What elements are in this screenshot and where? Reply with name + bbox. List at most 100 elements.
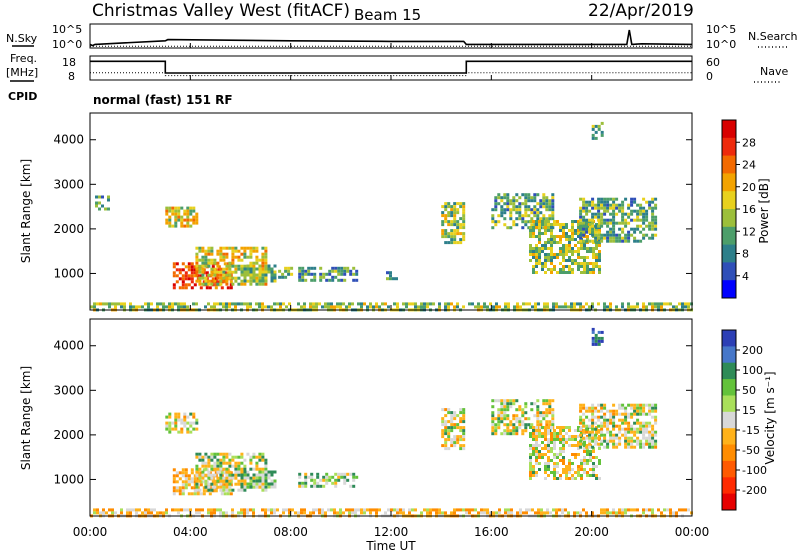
power-cell bbox=[216, 264, 220, 268]
power-cell bbox=[181, 286, 185, 290]
velocity-cell bbox=[189, 424, 193, 428]
velocity-cell bbox=[579, 433, 583, 437]
power-cell bbox=[553, 238, 556, 241]
power-cell bbox=[111, 302, 114, 306]
power-cell bbox=[95, 195, 98, 199]
velocity-cell bbox=[509, 402, 513, 406]
power-cell bbox=[363, 302, 366, 306]
power-cell bbox=[210, 258, 214, 262]
velocity-cell bbox=[553, 447, 556, 450]
power-cell bbox=[334, 275, 338, 279]
power-cell bbox=[603, 302, 606, 306]
velocity-cell bbox=[544, 465, 547, 468]
velocity-cell bbox=[228, 485, 232, 489]
velocity-cell bbox=[633, 430, 637, 434]
velocity-cell bbox=[591, 406, 595, 410]
velocity-cell bbox=[530, 402, 534, 406]
velocity-cell bbox=[108, 508, 111, 512]
velocity-cell bbox=[252, 482, 256, 486]
velocity-cell bbox=[288, 511, 291, 515]
velocity-cell bbox=[654, 406, 658, 410]
power-cell bbox=[594, 130, 598, 134]
velocity-cell bbox=[252, 473, 256, 477]
power-cell bbox=[309, 302, 312, 306]
power-cell bbox=[518, 211, 522, 215]
velocity-cell bbox=[627, 445, 631, 449]
velocity-cell bbox=[319, 484, 323, 488]
power-cell bbox=[567, 305, 570, 309]
power-cell bbox=[583, 262, 586, 265]
power-cell bbox=[222, 258, 226, 262]
power-cell bbox=[582, 239, 586, 243]
power-cell bbox=[645, 200, 649, 204]
power-cell bbox=[228, 276, 232, 280]
velocity-cell bbox=[595, 456, 598, 459]
velocity-cell bbox=[535, 432, 538, 435]
velocity-cell bbox=[207, 476, 211, 480]
power-cell bbox=[208, 286, 212, 290]
power-cell bbox=[228, 267, 232, 271]
power-cell bbox=[205, 271, 209, 275]
power-cell bbox=[355, 272, 359, 276]
velocity-cell bbox=[580, 477, 583, 480]
velocity-cell bbox=[541, 432, 544, 435]
velocity-cell bbox=[316, 472, 320, 476]
power-cell bbox=[521, 217, 525, 221]
power-cell bbox=[504, 305, 507, 309]
velocity-cell bbox=[546, 508, 549, 512]
velocity-cell bbox=[453, 441, 457, 445]
velocity-cell bbox=[532, 465, 535, 468]
power-cell bbox=[246, 270, 250, 274]
velocity-cell bbox=[453, 444, 457, 448]
velocity-cell bbox=[178, 486, 182, 490]
velocity-cell bbox=[633, 508, 636, 512]
power-cell bbox=[551, 196, 555, 200]
power-cell bbox=[639, 239, 643, 243]
power-cell bbox=[198, 276, 202, 280]
velocity-cell bbox=[216, 467, 220, 471]
power-cell bbox=[216, 261, 220, 265]
velocity-cell bbox=[240, 455, 244, 459]
power-cell bbox=[195, 279, 199, 283]
velocity-cell bbox=[447, 447, 451, 451]
velocity-cell bbox=[556, 477, 559, 480]
velocity-cell bbox=[195, 467, 199, 471]
velocity-cell bbox=[582, 436, 586, 440]
power-cell bbox=[261, 255, 265, 259]
velocity-cell bbox=[258, 485, 262, 489]
power-cell bbox=[228, 246, 232, 250]
power-cell bbox=[681, 302, 684, 306]
velocity-cell bbox=[491, 414, 495, 418]
velocity-cell bbox=[606, 424, 610, 428]
velocity-cell bbox=[243, 488, 247, 492]
velocity-cell bbox=[529, 474, 532, 477]
power-cell bbox=[633, 200, 637, 204]
power-cell bbox=[532, 232, 535, 235]
power-cell bbox=[642, 305, 645, 309]
power-cell bbox=[495, 305, 498, 309]
velocity-cell bbox=[585, 511, 588, 515]
velocity-cell bbox=[556, 471, 559, 474]
power-region-2 bbox=[195, 246, 268, 286]
power-cell bbox=[147, 302, 150, 306]
velocity-cell bbox=[506, 408, 510, 412]
velocity-cell bbox=[450, 438, 454, 442]
power-cell bbox=[183, 218, 187, 222]
power-cell bbox=[384, 302, 387, 306]
velocity-cell bbox=[237, 488, 241, 492]
velocity-cell bbox=[219, 476, 223, 480]
power-cell bbox=[184, 286, 188, 290]
power-cell bbox=[343, 269, 347, 273]
velocity-cell bbox=[568, 444, 571, 447]
velocity-cell bbox=[328, 478, 332, 482]
velocity-cell bbox=[252, 508, 255, 512]
power-cell bbox=[450, 223, 454, 227]
power-cell bbox=[261, 264, 265, 268]
velocity-cell bbox=[580, 465, 583, 468]
power-cell bbox=[340, 266, 344, 270]
velocity-cell bbox=[494, 417, 498, 421]
power-cell bbox=[603, 236, 607, 240]
velocity-cell bbox=[459, 435, 463, 439]
velocity-cell bbox=[255, 455, 259, 459]
velocity-cell bbox=[255, 485, 259, 489]
